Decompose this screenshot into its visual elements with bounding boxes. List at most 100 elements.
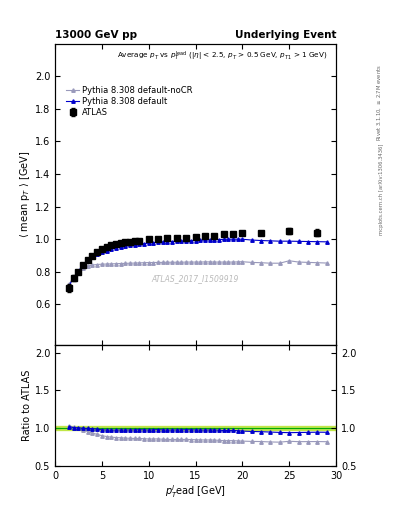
Pythia 8.308 default xyxy=(151,240,156,246)
Pythia 8.308 default-noCR xyxy=(165,259,170,265)
Pythia 8.308 default-noCR xyxy=(90,262,95,268)
Pythia 8.308 default-noCR xyxy=(306,259,310,265)
Pythia 8.308 default-noCR xyxy=(184,259,189,265)
X-axis label: $p_T^l$ead [GeV]: $p_T^l$ead [GeV] xyxy=(165,483,226,500)
Pythia 8.308 default-noCR xyxy=(250,259,254,265)
Pythia 8.308 default xyxy=(76,268,81,274)
Pythia 8.308 default xyxy=(146,240,151,246)
Pythia 8.308 default xyxy=(324,239,329,245)
Pythia 8.308 default-noCR xyxy=(104,261,109,267)
Pythia 8.308 default-noCR xyxy=(198,259,202,265)
Pythia 8.308 default xyxy=(221,237,226,243)
Pythia 8.308 default-noCR xyxy=(268,260,273,266)
Pythia 8.308 default-noCR xyxy=(179,259,184,265)
Pythia 8.308 default xyxy=(104,248,109,254)
Pythia 8.308 default-noCR xyxy=(109,261,114,267)
Pythia 8.308 default xyxy=(296,238,301,244)
Text: 13000 GeV pp: 13000 GeV pp xyxy=(55,30,137,40)
Pythia 8.308 default-noCR xyxy=(132,260,137,266)
Pythia 8.308 default xyxy=(259,238,263,244)
Pythia 8.308 default xyxy=(114,245,118,251)
Pythia 8.308 default-noCR xyxy=(315,260,320,266)
Pythia 8.308 default xyxy=(207,237,212,243)
Pythia 8.308 default xyxy=(85,257,90,263)
Pythia 8.308 default-noCR xyxy=(99,261,104,267)
Line: Pythia 8.308 default: Pythia 8.308 default xyxy=(67,238,329,287)
Pythia 8.308 default-noCR xyxy=(123,260,128,266)
Pythia 8.308 default xyxy=(156,239,160,245)
Pythia 8.308 default xyxy=(179,238,184,244)
Pythia 8.308 default-noCR xyxy=(226,259,231,265)
Pythia 8.308 default-noCR xyxy=(193,259,198,265)
Pythia 8.308 default-noCR xyxy=(235,259,240,265)
Text: Underlying Event: Underlying Event xyxy=(235,30,336,40)
Pythia 8.308 default-noCR xyxy=(231,259,235,265)
Pythia 8.308 default xyxy=(193,238,198,244)
Pythia 8.308 default-noCR xyxy=(128,260,132,266)
Pythia 8.308 default xyxy=(250,237,254,243)
Legend: Pythia 8.308 default-noCR, Pythia 8.308 default, ATLAS: Pythia 8.308 default-noCR, Pythia 8.308 … xyxy=(65,84,195,118)
Pythia 8.308 default-noCR xyxy=(296,259,301,265)
Pythia 8.308 default xyxy=(165,239,170,245)
Pythia 8.308 default xyxy=(287,238,292,244)
Pythia 8.308 default xyxy=(212,237,217,243)
Pythia 8.308 default xyxy=(160,239,165,245)
Pythia 8.308 default xyxy=(315,239,320,245)
Pythia 8.308 default xyxy=(99,249,104,255)
Text: Average $p_T$ vs $p_T^{\rm lead}$ ($|\eta|$ < 2.5, $p_T$ > 0.5 GeV, $p_{T1}$ > 1: Average $p_T$ vs $p_T^{\rm lead}$ ($|\et… xyxy=(117,50,328,63)
Pythia 8.308 default-noCR xyxy=(151,260,156,266)
Pythia 8.308 default xyxy=(217,237,221,243)
Pythia 8.308 default xyxy=(240,236,245,242)
Pythia 8.308 default xyxy=(306,239,310,245)
Pythia 8.308 default-noCR xyxy=(212,259,217,265)
Pythia 8.308 default-noCR xyxy=(221,259,226,265)
Pythia 8.308 default xyxy=(123,243,128,249)
Pythia 8.308 default xyxy=(95,251,99,258)
Pythia 8.308 default xyxy=(268,238,273,244)
Pythia 8.308 default-noCR xyxy=(141,260,146,266)
Y-axis label: $\langle$ mean p$_T$ $\rangle$ [GeV]: $\langle$ mean p$_T$ $\rangle$ [GeV] xyxy=(18,151,32,238)
Pythia 8.308 default-noCR xyxy=(277,260,282,266)
Pythia 8.308 default-noCR xyxy=(76,269,81,275)
Pythia 8.308 default xyxy=(231,236,235,242)
Pythia 8.308 default xyxy=(198,237,202,243)
Pythia 8.308 default-noCR xyxy=(72,274,76,280)
Pythia 8.308 default-noCR xyxy=(114,261,118,267)
Pythia 8.308 default xyxy=(174,238,179,244)
Pythia 8.308 default xyxy=(226,236,231,242)
Bar xyxy=(55,426,336,431)
Pythia 8.308 default xyxy=(189,238,193,244)
Pythia 8.308 default-noCR xyxy=(67,281,72,287)
Pythia 8.308 default xyxy=(184,238,189,244)
Pythia 8.308 default-noCR xyxy=(137,260,142,266)
Pythia 8.308 default-noCR xyxy=(170,259,174,265)
Pythia 8.308 default-noCR xyxy=(287,258,292,264)
Pythia 8.308 default xyxy=(141,241,146,247)
Pythia 8.308 default-noCR xyxy=(324,260,329,266)
Pythia 8.308 default xyxy=(90,253,95,260)
Pythia 8.308 default-noCR xyxy=(217,259,221,265)
Text: Rivet 3.1.10, $\geq$ 2.7M events: Rivet 3.1.10, $\geq$ 2.7M events xyxy=(375,64,383,141)
Pythia 8.308 default xyxy=(118,244,123,250)
Pythia 8.308 default xyxy=(132,242,137,248)
Pythia 8.308 default-noCR xyxy=(85,263,90,269)
Pythia 8.308 default-noCR xyxy=(81,265,86,271)
Pythia 8.308 default-noCR xyxy=(259,260,263,266)
Pythia 8.308 default xyxy=(235,236,240,242)
Pythia 8.308 default-noCR xyxy=(118,261,123,267)
Line: Pythia 8.308 default-noCR: Pythia 8.308 default-noCR xyxy=(67,259,329,286)
Y-axis label: Ratio to ATLAS: Ratio to ATLAS xyxy=(22,370,32,441)
Pythia 8.308 default xyxy=(128,242,132,248)
Pythia 8.308 default-noCR xyxy=(189,259,193,265)
Pythia 8.308 default-noCR xyxy=(146,260,151,266)
Pythia 8.308 default-noCR xyxy=(202,259,207,265)
Pythia 8.308 default-noCR xyxy=(160,259,165,265)
Pythia 8.308 default-noCR xyxy=(207,259,212,265)
Pythia 8.308 default xyxy=(277,238,282,244)
Pythia 8.308 default xyxy=(109,246,114,252)
Pythia 8.308 default xyxy=(137,241,142,247)
Pythia 8.308 default-noCR xyxy=(95,262,99,268)
Pythia 8.308 default xyxy=(67,283,72,289)
Pythia 8.308 default xyxy=(72,274,76,281)
Pythia 8.308 default-noCR xyxy=(174,259,179,265)
